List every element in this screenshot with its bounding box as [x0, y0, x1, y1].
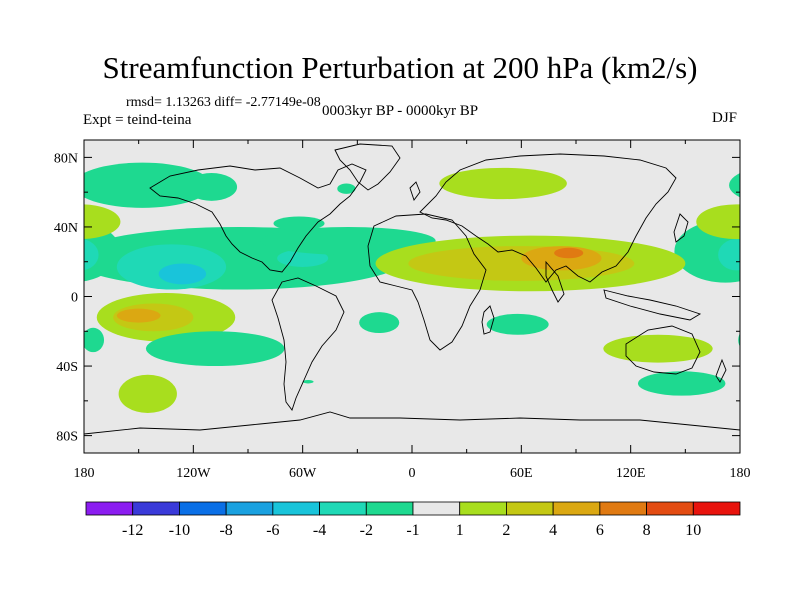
fill-asia-pos-core: [554, 247, 584, 259]
coast-antarctica: [84, 411, 740, 435]
axis-ticks: [83, 140, 741, 453]
colorbar-label: 1: [456, 522, 464, 539]
colorbar-swatch: [459, 501, 507, 516]
colorbar-label: 4: [549, 522, 557, 539]
fill-north-west-pacific-pos: [696, 204, 740, 240]
fill-south-atlantic-neg: [359, 312, 400, 334]
lon-tick-label: 120W: [176, 466, 211, 481]
coast-south-america: [271, 277, 345, 411]
colorbar-swatch: [692, 501, 741, 516]
colorbar-swatch: [646, 501, 694, 516]
colorbar-swatch: [319, 501, 367, 516]
colorbar: -12 -10 -8 -6 -4 -2 -1 1 2 4 6 8 10: [85, 501, 741, 539]
colorbar-swatch: [552, 501, 601, 516]
lat-tick-label: 0: [71, 291, 78, 306]
fill-scandinavia-pos: [439, 167, 567, 200]
coastlines: [84, 143, 740, 435]
chart-title: Streamfunction Perturbation at 200 hPa (…: [102, 50, 698, 85]
colorbar-label: -12: [122, 522, 143, 539]
fill-south-atlantic-small-neg: [302, 379, 314, 384]
colorbar-label: -1: [406, 522, 419, 539]
season-label: DJF: [712, 110, 738, 126]
colorbar-swatch: [132, 501, 180, 516]
fill-ne-canada-neg: [273, 216, 325, 231]
lon-tick-label: 0: [409, 466, 416, 481]
lon-tick-label: 120E: [616, 466, 646, 481]
lon-tick-label: 60E: [510, 466, 533, 481]
fill-greenland-neg: [337, 183, 356, 194]
colorbar-label: -8: [219, 522, 232, 539]
coast-north-america: [149, 163, 367, 273]
stats-label: rmsd= 1.13263 diff= -2.77149e-08: [126, 95, 321, 110]
coast-indonesia: [603, 289, 702, 321]
fill-afro-asian-pos-2: [408, 246, 635, 281]
colorbar-label: -4: [313, 522, 326, 539]
lat-tick-label: 80N: [54, 151, 78, 166]
colorbar-label: 8: [643, 522, 651, 539]
colorbar-label: 6: [596, 522, 604, 539]
colorbar-swatch: [85, 501, 134, 516]
colorbar-swatch: [506, 501, 554, 516]
lat-tick-label: 40N: [54, 221, 78, 236]
lon-tick-label: 180: [730, 466, 751, 481]
fill-north-pacific-neg-2: [186, 173, 238, 201]
fill-east-pacific-pos-edge: [84, 211, 97, 236]
colorbar-swatch: [365, 501, 414, 516]
fill-north-pacific-neg: [729, 173, 740, 198]
coast-australia: [625, 325, 701, 375]
coast-greenland: [334, 143, 401, 191]
fill-far-south-pacific-neg: [738, 333, 740, 347]
colorbar-swatch: [272, 501, 320, 516]
lon-tick-label: 60W: [289, 466, 317, 481]
colorbar-swatch: [599, 501, 647, 516]
fill-australia-pos: [603, 334, 713, 363]
coast-eurasia: [419, 153, 677, 283]
fill-south-pacific-neg-low: [118, 374, 177, 414]
fill-subtropical-atlantic-neg: [260, 226, 436, 255]
experiment-label: Expt = teind-teina: [83, 112, 192, 128]
fill-south-america-neg: [145, 331, 285, 367]
colorbar-label: 2: [502, 522, 510, 539]
colorbar-label: -2: [360, 522, 373, 539]
coast-africa: [367, 213, 487, 351]
period-label: 0003kyr BP - 0000kyr BP: [322, 103, 479, 119]
coast-madagascar: [481, 305, 495, 335]
coast-british-isles: [409, 181, 421, 201]
colorbar-label: -6: [266, 522, 279, 539]
lon-tick-label: 180: [74, 466, 95, 481]
fill-north-west-pacific-pos: [84, 204, 121, 240]
lat-tick-label: 80S: [56, 430, 78, 445]
fill-south-pacific-pos-3: [116, 308, 161, 323]
lat-tick-label: 40S: [56, 360, 78, 375]
fill-southern-ocean-neg: [637, 371, 726, 396]
colorbar-swatch: [412, 501, 461, 516]
fill-south-indian-neg: [486, 313, 549, 335]
fill-far-south-pacific-neg: [84, 327, 105, 353]
colorbar-label: 10: [685, 522, 701, 539]
coast-japan: [673, 213, 689, 243]
colorbar-swatch: [179, 501, 227, 516]
axis-tick-labels: 80N 40N 0 40S 80S 180 120W 60W 0 60E 120E 180: [54, 151, 751, 481]
fill-tropical-pacific-neg-core-2: [158, 263, 207, 285]
fill-west-pacific-neg-core: [84, 239, 99, 271]
coast-india: [545, 260, 565, 303]
fill-west-pacific-neg-core: [718, 239, 740, 271]
colorbar-label: -10: [169, 522, 190, 539]
coast-new-zealand: [715, 358, 727, 383]
colorbar-swatch: [225, 501, 274, 516]
